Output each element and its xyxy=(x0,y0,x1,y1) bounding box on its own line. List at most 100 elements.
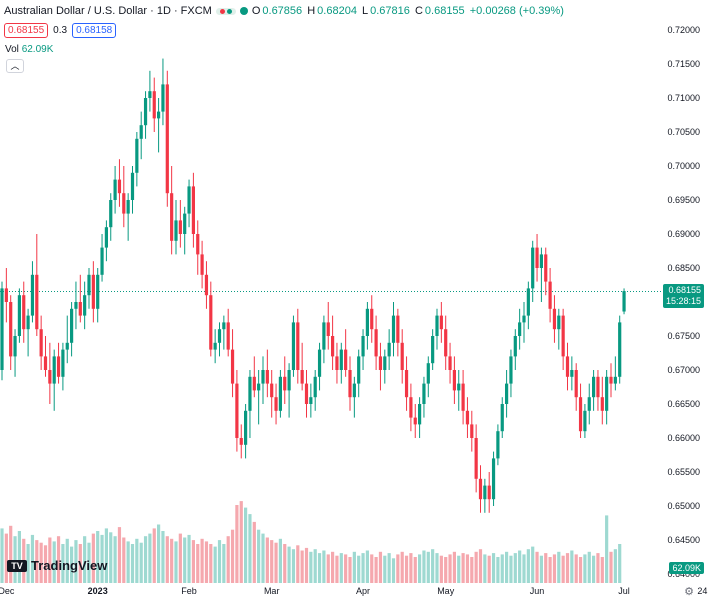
gear-icon[interactable]: ⚙ xyxy=(684,586,694,598)
candle xyxy=(143,91,148,139)
candle-body xyxy=(557,315,561,330)
price-tick-label: 0.71500 xyxy=(667,59,700,69)
candle-body xyxy=(104,227,108,248)
candle xyxy=(104,220,108,262)
candle xyxy=(317,342,322,391)
candle xyxy=(96,268,100,323)
candle-body xyxy=(235,383,239,438)
time-tick-label: 2023 xyxy=(88,586,108,596)
candle xyxy=(561,308,565,370)
volume-bar xyxy=(609,551,613,583)
candle xyxy=(300,342,304,391)
candle xyxy=(544,247,548,296)
volume-bar xyxy=(465,554,470,583)
candle-body xyxy=(461,383,465,411)
volume-bars xyxy=(0,501,622,583)
time-tick-label: 24 xyxy=(697,586,707,596)
tradingview-logo[interactable]: TV TradingView xyxy=(7,558,107,573)
candle xyxy=(113,166,117,214)
volume-bar xyxy=(439,555,443,583)
candle-body xyxy=(43,356,48,370)
candles xyxy=(0,58,626,513)
candle-body xyxy=(596,376,600,398)
volume-bar xyxy=(56,536,61,583)
volume-bar xyxy=(426,551,430,583)
candle xyxy=(478,465,483,513)
candle xyxy=(404,356,409,411)
volume-bar xyxy=(257,529,261,583)
candle-body xyxy=(483,485,487,500)
symbol-title[interactable]: Australian Dollar / U.S. Dollar · 1D · F… xyxy=(4,5,212,17)
candle-body xyxy=(505,383,509,404)
candle-body xyxy=(496,431,500,459)
volume-bar xyxy=(404,555,409,583)
candle xyxy=(370,295,374,343)
volume-bar xyxy=(252,521,256,583)
candle-body xyxy=(491,458,496,500)
volume-bar xyxy=(444,557,448,583)
volume-bar xyxy=(83,536,87,583)
candle xyxy=(174,200,178,255)
volume-bar xyxy=(526,549,530,583)
candle xyxy=(9,295,13,370)
volume-bar xyxy=(287,546,291,583)
candle-body xyxy=(348,370,352,398)
candle xyxy=(470,410,474,452)
candle-body xyxy=(583,410,587,432)
candle xyxy=(531,240,535,302)
candle-body xyxy=(209,295,213,350)
volume-bar xyxy=(452,551,456,583)
candle-body xyxy=(61,349,65,377)
candle-body xyxy=(130,172,135,200)
volume-bar xyxy=(126,541,130,583)
candle-body xyxy=(30,274,35,316)
volume-bar xyxy=(43,545,48,583)
time-tick-label: Mar xyxy=(264,586,280,596)
volume-bar xyxy=(478,549,483,583)
volume-bar xyxy=(209,544,213,583)
candle-body xyxy=(296,322,300,370)
buy-button[interactable]: 0.68158 xyxy=(72,23,117,38)
volume-bar xyxy=(613,549,617,583)
price-tick-label: 0.65000 xyxy=(667,501,700,511)
price-tick-label: 0.69000 xyxy=(667,229,700,239)
candle xyxy=(83,281,87,330)
volume-bar xyxy=(191,540,195,583)
candle xyxy=(226,308,230,357)
last-price-tag: 0.68155 15:28:15 xyxy=(662,284,704,308)
spread-value: 0.3 xyxy=(53,25,68,36)
candle xyxy=(583,404,587,438)
candle xyxy=(331,315,335,370)
candle-body xyxy=(518,322,522,336)
candle-body xyxy=(539,254,543,268)
volume-bar xyxy=(365,550,369,583)
candle-body xyxy=(9,302,13,357)
candle xyxy=(526,281,530,330)
candle xyxy=(374,315,378,370)
candle xyxy=(365,302,369,350)
candle-body xyxy=(565,356,570,377)
candle-body xyxy=(87,274,91,296)
volume-bar xyxy=(122,537,126,583)
volume-bar xyxy=(605,515,609,583)
candle xyxy=(22,281,26,343)
volume-bar xyxy=(474,551,478,583)
candle xyxy=(592,370,596,411)
visibility-toggle-icon[interactable] xyxy=(215,7,236,15)
chevron-up-icon[interactable]: ︿ xyxy=(6,59,24,73)
candle xyxy=(413,404,417,438)
candle-body xyxy=(391,315,396,343)
volume-bar xyxy=(157,524,161,583)
volume-bar xyxy=(117,527,122,583)
candle-body xyxy=(283,376,287,391)
candle xyxy=(239,424,243,459)
candle xyxy=(148,70,152,112)
volume-bar xyxy=(331,551,335,583)
volume-bar xyxy=(30,534,35,583)
sell-button[interactable]: 0.68155 xyxy=(4,23,49,38)
candle-body xyxy=(17,295,21,336)
candle xyxy=(117,159,122,207)
volume-value-tag: 62.09K xyxy=(669,562,704,574)
volume-bar xyxy=(592,555,596,583)
